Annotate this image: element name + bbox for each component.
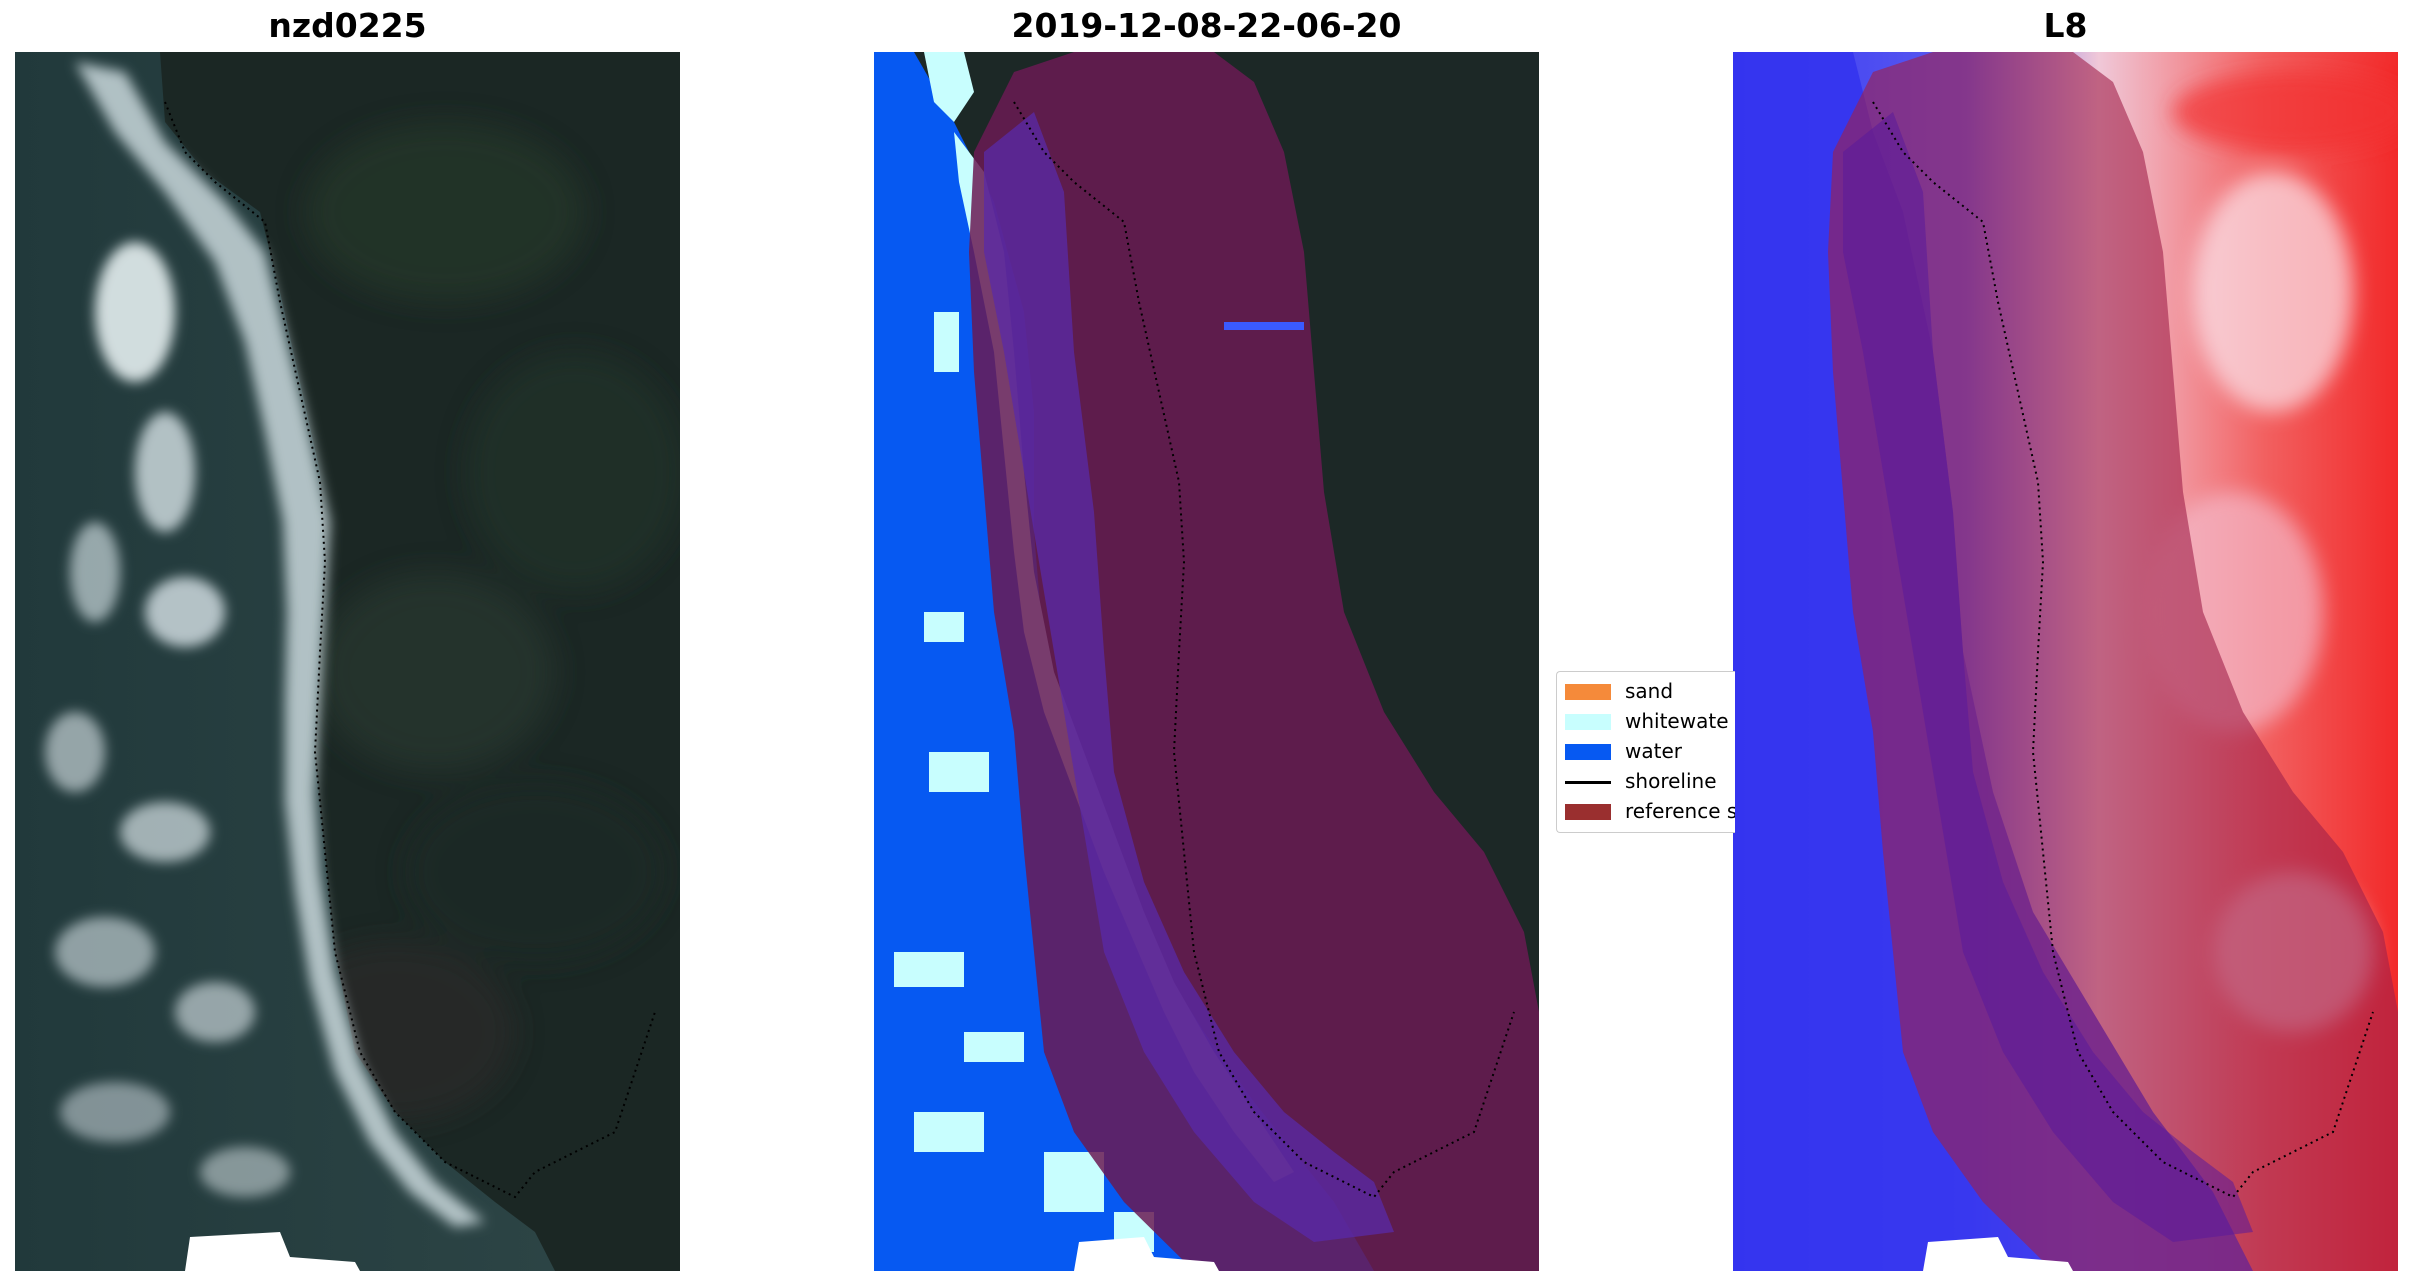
legend-swatch-whitewater: [1565, 714, 1611, 730]
panel-title-index: L8: [2043, 6, 2088, 45]
panel-title-classification: 2019-12-08-22-06-20: [1011, 6, 1402, 45]
nodata-area: [1923, 1237, 2073, 1271]
legend-item-shoreline: shoreline: [1557, 768, 1735, 794]
legend-item-sand: sand: [1557, 678, 1735, 704]
legend-label-sand: sand: [1625, 679, 1674, 703]
panel-title-rgb: nzd0225: [268, 6, 427, 45]
legend-label-reference: reference s: [1625, 799, 1735, 823]
nodata-area: [185, 1232, 360, 1271]
nodata-area: [1074, 1237, 1219, 1271]
legend-item-whitewater: whitewate: [1557, 708, 1735, 734]
surf-foam: [45, 62, 485, 1227]
classification-image: [874, 52, 1539, 1271]
index-map-image: [1733, 52, 2398, 1271]
legend-swatch-sand: [1565, 684, 1611, 700]
legend-item-water: water: [1557, 738, 1735, 764]
legend-label-shoreline: shoreline: [1625, 769, 1717, 793]
buffer-water-overlap-area: [1843, 112, 2253, 1242]
shoreline-line: [164, 101, 656, 1199]
legend: sand whitewate water shoreline reference…: [1556, 671, 1735, 833]
legend-line-shoreline: [1565, 781, 1611, 784]
rgb-satellite-image: [15, 52, 680, 1271]
legend-label-whitewater: whitewate: [1625, 709, 1729, 733]
sand-overlap-area: [984, 112, 1394, 1242]
legend-swatch-water: [1565, 744, 1611, 760]
misclassified-strip: [1224, 322, 1304, 330]
legend-swatch-reference: [1565, 804, 1611, 820]
shoreline-line: [1872, 101, 2374, 1199]
legend-item-reference: reference s: [1557, 798, 1735, 824]
legend-label-water: water: [1625, 739, 1682, 763]
shoreline-line: [1013, 101, 1515, 1199]
